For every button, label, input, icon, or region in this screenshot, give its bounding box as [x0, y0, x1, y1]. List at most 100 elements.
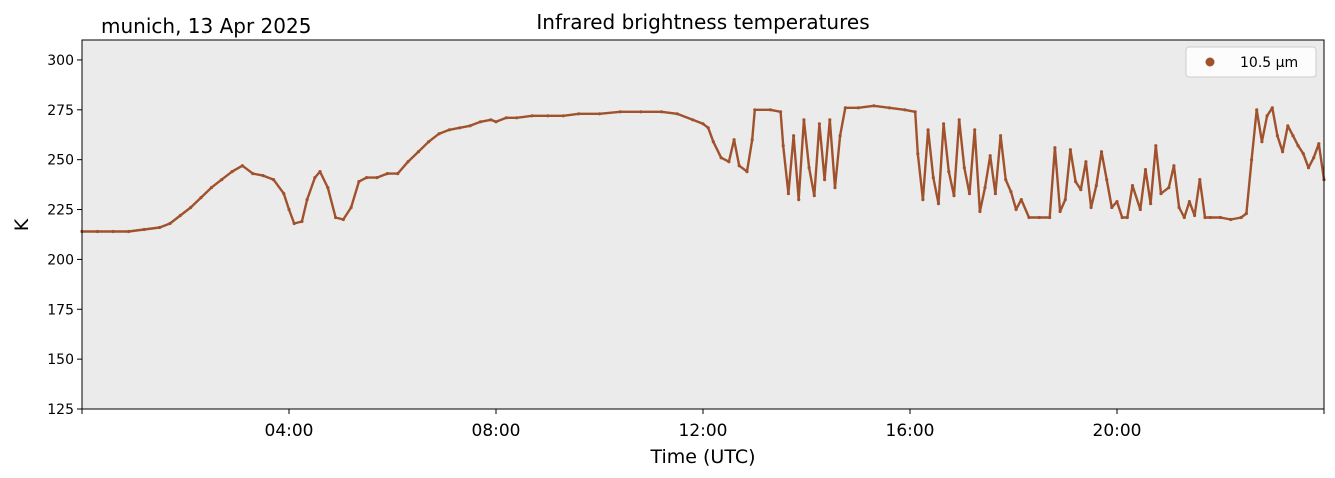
data-point — [349, 205, 353, 210]
data-point — [1099, 150, 1104, 154]
data-point — [326, 186, 330, 190]
data-point — [1239, 215, 1243, 220]
data-point — [856, 106, 860, 110]
data-layer — [80, 104, 1326, 234]
data-point — [978, 209, 982, 214]
data-point — [447, 128, 451, 132]
data-point — [942, 122, 946, 126]
x-tick-label: 20:00 — [1093, 421, 1142, 441]
y-tick-label: 125 — [47, 402, 74, 418]
data-point — [1312, 156, 1316, 160]
data-point — [220, 178, 224, 182]
data-point — [313, 176, 317, 180]
data-point — [458, 126, 462, 130]
series-line — [82, 104, 1326, 233]
data-point — [1105, 178, 1109, 182]
data-point — [660, 110, 664, 114]
data-point — [887, 106, 891, 110]
data-point — [745, 170, 749, 174]
data-point — [292, 221, 296, 226]
data-point — [732, 138, 736, 142]
data-point — [779, 110, 783, 114]
data-point — [983, 186, 987, 190]
data-point — [95, 229, 100, 234]
data-point — [341, 217, 345, 222]
data-point — [437, 132, 441, 136]
data-point — [903, 108, 907, 112]
data-point — [1110, 205, 1114, 210]
data-point — [675, 112, 679, 116]
legend: 10.5 µm — [1185, 46, 1317, 78]
x-tick-label: 16:00 — [886, 421, 935, 441]
data-point — [251, 172, 255, 176]
data-point — [737, 164, 741, 168]
y-tick-label: 150 — [47, 352, 74, 368]
data-point — [786, 192, 791, 196]
data-point — [711, 140, 715, 144]
data-point — [1218, 215, 1223, 220]
data-point — [385, 172, 389, 176]
data-point — [271, 178, 276, 182]
data-point — [305, 198, 309, 202]
data-point — [797, 198, 801, 202]
data-point — [1068, 148, 1072, 152]
data-point — [1048, 215, 1052, 220]
data-point — [168, 221, 172, 226]
data-point — [1255, 108, 1259, 112]
data-point — [1063, 198, 1067, 202]
data-point — [833, 186, 837, 190]
data-point — [973, 128, 977, 132]
data-point — [1058, 209, 1062, 214]
data-point — [1275, 134, 1279, 138]
data-point — [947, 170, 951, 174]
plot-area — [82, 40, 1324, 409]
data-point — [1154, 144, 1158, 148]
y-axis-label: K — [11, 218, 33, 231]
data-point — [1094, 184, 1098, 188]
data-point — [812, 194, 816, 198]
data-point — [1053, 146, 1057, 150]
data-point — [792, 134, 796, 138]
data-point — [1203, 215, 1207, 220]
data-point — [287, 207, 291, 212]
data-point — [926, 128, 930, 132]
x-axis-label: Time (UTC) — [649, 446, 755, 468]
data-point — [1296, 144, 1300, 148]
data-point — [1198, 178, 1202, 182]
data-point — [375, 176, 379, 180]
data-point — [999, 134, 1003, 138]
data-point — [952, 194, 956, 198]
data-point — [1027, 215, 1031, 220]
data-point — [1193, 213, 1197, 218]
data-point — [1177, 205, 1181, 210]
data-point — [1208, 215, 1212, 220]
data-point — [1286, 124, 1290, 128]
data-point — [916, 152, 920, 156]
x-tick-label: 08:00 — [472, 421, 521, 441]
data-point — [962, 166, 966, 170]
data-point — [1089, 205, 1093, 210]
data-point — [1143, 168, 1148, 172]
data-point — [639, 110, 643, 114]
data-point — [1120, 215, 1124, 220]
data-point — [357, 180, 361, 184]
legend-label: 10.5 µm — [1240, 55, 1298, 71]
data-point — [577, 112, 581, 116]
data-point — [1014, 207, 1018, 212]
data-point — [872, 104, 876, 108]
y-tick-label: 175 — [47, 302, 74, 318]
data-point — [1317, 142, 1321, 146]
data-point — [127, 229, 131, 234]
data-point — [240, 164, 244, 168]
data-point — [199, 196, 203, 200]
data-point — [1187, 200, 1191, 204]
data-point — [691, 118, 695, 122]
data-point — [142, 227, 146, 232]
data-point — [1037, 215, 1041, 220]
data-point — [828, 118, 832, 122]
y-axis: 125 150 175 200 225 250 275 300 — [47, 53, 82, 418]
data-point — [494, 120, 498, 124]
data-point — [209, 186, 213, 190]
data-point — [1138, 207, 1142, 212]
